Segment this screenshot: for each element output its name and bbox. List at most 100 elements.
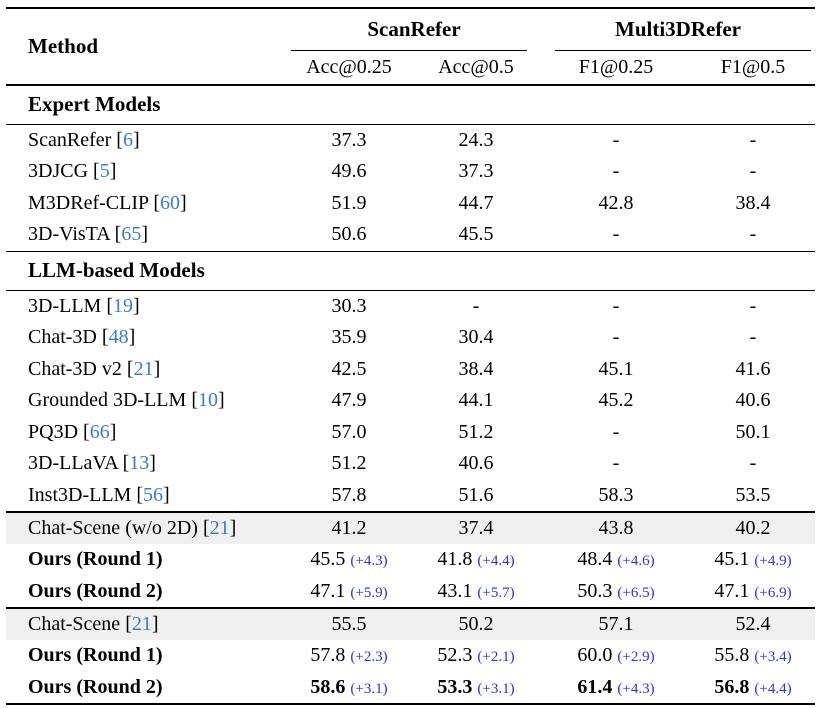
metric-cell: 61.4 (+4.3)	[541, 676, 691, 699]
metric-cell: 58.6 (+3.1)	[287, 676, 411, 699]
citation-link[interactable]: 48	[108, 326, 129, 349]
metric-cell: 57.8 (+2.3)	[287, 644, 411, 667]
table-row: M3DRef-CLIP [60] 51.9 44.7 42.8 38.4	[6, 188, 815, 220]
metric-cell: 51.2	[411, 421, 541, 444]
metric-value: 47.1	[310, 579, 346, 602]
metric-value: 50.2	[458, 612, 494, 635]
table-row: 3D-LLM [19] 30.3 - - -	[6, 291, 815, 323]
table-row: 3D-LLaVA [13] 51.2 40.6 - -	[6, 448, 815, 480]
metric-cell: -	[541, 295, 691, 318]
results-table: Method ScanRefer Acc@0.25 Acc@0.5 Multi3…	[6, 7, 815, 705]
citation-link[interactable]: 21	[133, 357, 154, 380]
method-cell: 3DJCG [5]	[6, 160, 287, 183]
delta-value: (+3.4)	[754, 649, 792, 666]
citation-bracket: ]	[149, 452, 156, 475]
column-header-acc25: Acc@0.25	[306, 56, 392, 78]
citation-bracket: ]	[132, 128, 140, 151]
citation-link[interactable]: 5	[99, 160, 110, 183]
citation-bracket: [	[111, 128, 123, 151]
metric-value: 60.0	[577, 644, 613, 667]
metric-value: 35.9	[331, 326, 367, 349]
metric-value: 51.9	[331, 191, 367, 214]
divider	[6, 289, 815, 291]
metric-value: 50.3	[577, 579, 613, 602]
method-label: 3DJCG	[28, 160, 89, 183]
metric-value: 45.1	[714, 548, 750, 571]
metric-value: -	[749, 294, 757, 317]
metric-cell: 55.8 (+3.4)	[691, 644, 815, 667]
metric-cell: -	[541, 452, 691, 475]
metric-value: 41.6	[735, 357, 771, 380]
citation-link[interactable]: 21	[209, 516, 230, 539]
method-cell: Chat-3D v2 [21]	[6, 358, 287, 381]
metric-value: 42.5	[331, 357, 367, 380]
method-label: Chat-Scene (w/o 2D)	[28, 516, 198, 539]
method-label: 3D-LLM	[28, 294, 102, 317]
delta-value: (+5.7)	[477, 584, 515, 601]
citation-link[interactable]: 19	[113, 294, 133, 317]
metric-value: -	[612, 452, 620, 475]
metric-cell: 57.1	[541, 613, 691, 636]
metric-cell: -	[411, 295, 541, 318]
method-cell: PQ3D [66]	[6, 421, 287, 444]
metric-cell: 38.4	[411, 358, 541, 381]
method-cell: Chat-Scene (w/o 2D) [21]	[6, 517, 287, 540]
table-row: Ours (Round 2) 47.1 (+5.9) 43.1 (+5.7) 50.3 (+…	[6, 576, 815, 608]
method-cell: Chat-3D [48]	[6, 326, 287, 349]
citation-link[interactable]: 21	[131, 612, 152, 635]
delta-value: (+3.1)	[350, 680, 388, 697]
metric-cell: 50.1	[691, 421, 815, 444]
citation-link[interactable]: 13	[129, 452, 150, 475]
delta-value: (+4.6)	[617, 553, 655, 570]
table-row: ScanRefer [6] 37.3 24.3 - -	[6, 125, 815, 157]
metric-cell: -	[691, 295, 815, 318]
citation-bracket: [	[117, 452, 130, 475]
table-row: Ours (Round 2) 58.6 (+3.1) 53.3 (+3.1) 61.4 (+…	[6, 672, 815, 704]
metric-cell: 55.5	[287, 613, 411, 636]
metric-cell: -	[541, 160, 691, 183]
delta-value: (+5.9)	[350, 584, 388, 601]
metric-cell: 40.2	[691, 517, 815, 540]
metric-value: 40.6	[458, 452, 494, 475]
scanrefer-group-label: ScanRefer	[367, 17, 461, 41]
metric-cell: 50.2	[411, 613, 541, 636]
method-label: Grounded 3D-LLM	[28, 389, 187, 412]
metric-cell: -	[541, 326, 691, 349]
metric-cell: 37.4	[411, 517, 541, 540]
citation-link[interactable]: 66	[89, 420, 110, 443]
citation-link[interactable]: 65	[121, 223, 142, 246]
method-label: Inst3D-LLM	[28, 483, 132, 506]
method-cell: 3D-LLaVA [13]	[6, 452, 287, 475]
table-row: Chat-3D v2 [21] 42.5 38.4 45.1 41.6	[6, 354, 815, 386]
metric-value: -	[749, 160, 757, 183]
metric-cell: 49.6	[287, 160, 411, 183]
metric-value: 41.2	[331, 516, 367, 539]
citation-bracket: ]	[133, 294, 140, 317]
metric-value: -	[749, 326, 757, 349]
metric-cell: 37.3	[411, 160, 541, 183]
metric-value: -	[749, 452, 757, 475]
metric-value: 52.3	[437, 644, 473, 667]
citation-link[interactable]: 10	[197, 389, 218, 412]
citation-link[interactable]: 56	[143, 483, 163, 506]
scanrefer-cmidrule	[291, 50, 527, 51]
delta-value: (+4.3)	[350, 553, 388, 570]
table-row: Chat-3D [48] 35.9 30.4 - -	[6, 322, 815, 354]
metric-value: 43.1	[437, 579, 473, 602]
citation-bracket: ]	[141, 223, 148, 246]
delta-value: (+3.1)	[477, 680, 515, 697]
metric-cell: -	[541, 223, 691, 246]
citation-bracket: [	[121, 357, 134, 380]
citation-link[interactable]: 60	[160, 191, 181, 214]
metric-cell: 45.1 (+4.9)	[691, 548, 815, 571]
multi3drefer-cmidrule	[555, 50, 811, 51]
metric-value: 24.3	[458, 128, 494, 151]
metric-value: 56.8	[714, 675, 750, 698]
metric-cell: 41.8 (+4.4)	[411, 548, 541, 571]
top-rule	[6, 7, 815, 9]
metric-value: 45.1	[598, 357, 634, 380]
header-bottom-rule	[6, 84, 815, 86]
citation-link[interactable]: 6	[122, 128, 133, 151]
method-cell: Ours (Round 2)	[6, 676, 287, 699]
metric-value: 30.3	[331, 294, 367, 317]
